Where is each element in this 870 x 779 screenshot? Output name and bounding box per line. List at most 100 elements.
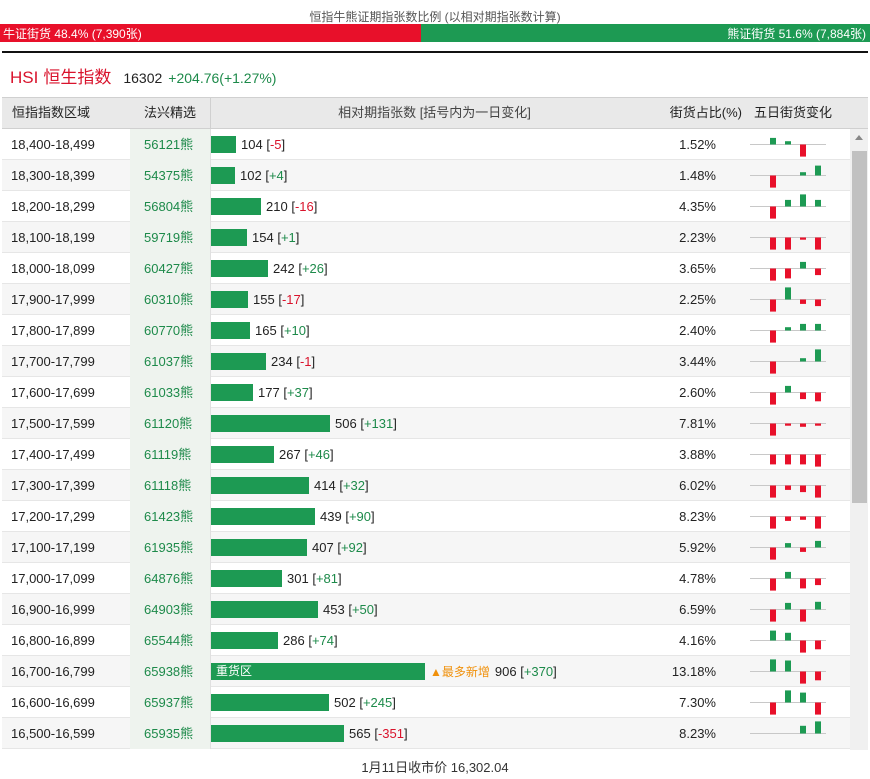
range-cell: 16,600-16,699 [11, 695, 95, 710]
table-row[interactable]: 17,800-17,899 60770熊 165 [+10] 2.40% [2, 315, 850, 346]
table-row[interactable]: 18,100-18,199 59719熊 154 [+1] 2.23% [2, 222, 850, 253]
table-row[interactable]: 17,600-17,699 61033熊 177 [+37] 2.60% [2, 377, 850, 408]
table-row[interactable]: 16,700-16,799 65938熊 重货区 ▲最多新增 906 [+370] 13.… [2, 656, 850, 687]
warrant-link[interactable]: 61120熊 [144, 416, 193, 431]
index-name[interactable]: 恒生指数 [43, 68, 112, 87]
warrant-link[interactable]: 56804熊 [144, 199, 194, 214]
warrant-link[interactable]: 60310熊 [144, 292, 194, 307]
table-row[interactable]: 18,000-18,099 60427熊 242 [+26] 3.65% [2, 253, 850, 284]
volume-bar [211, 384, 253, 401]
volume-number: 286 [283, 633, 305, 648]
share-pct: 3.88% [679, 447, 716, 462]
daily-change: +46 [307, 447, 330, 462]
volume-number: 453 [323, 602, 345, 617]
five-day-bar [815, 702, 821, 715]
table-row[interactable]: 16,800-16,899 65544熊 286 [+74] 4.16% [2, 625, 850, 656]
header-bars: 相对期指张数 [括号内为一日变化] [210, 98, 658, 128]
warrant-link[interactable]: 59719熊 [144, 230, 194, 245]
five-day-bar [770, 578, 776, 591]
warrant-link[interactable]: 64903熊 [144, 602, 194, 617]
five-day-bar [785, 571, 791, 579]
pick-cell: 65544熊 [130, 625, 211, 656]
five-day-bar [770, 423, 776, 436]
pick-cell: 61118熊 [130, 470, 211, 501]
five-day-bar [785, 237, 791, 250]
index-code[interactable]: HSI [10, 68, 39, 87]
volume-number: 906 [494, 664, 517, 679]
table-row[interactable]: 17,900-17,999 60310熊 155 [-17] 2.25% [2, 284, 850, 315]
warrant-link[interactable]: 65544熊 [144, 633, 194, 648]
five-day-chart [750, 516, 826, 529]
range-cell: 18,100-18,199 [11, 230, 95, 245]
volume-number: 102 [240, 168, 262, 183]
daily-change: +90 [348, 509, 371, 524]
table-row[interactable]: 16,500-16,599 65935熊 565 [-351] 8.23% [2, 718, 850, 749]
five-day-chart [750, 349, 826, 374]
table-row[interactable]: 16,900-16,999 64903熊 453 [+50] 6.59% [2, 594, 850, 625]
table-row[interactable]: 18,400-18,499 56121熊 104 [-5] 1.52% [2, 129, 850, 160]
five-day-bar [815, 601, 821, 610]
warrant-link[interactable]: 64876熊 [144, 571, 194, 586]
table-row[interactable]: 17,000-17,099 64876熊 301 [+81] 4.78% [2, 563, 850, 594]
warrant-link[interactable]: 60770熊 [144, 323, 194, 338]
warrant-link[interactable]: 61118熊 [144, 478, 192, 493]
range-cell: 16,800-16,899 [11, 633, 95, 648]
scroll-thumb[interactable] [852, 151, 867, 503]
table-row[interactable]: 17,700-17,799 61037熊 234 [-1] 3.44% [2, 346, 850, 377]
table-row[interactable]: 18,200-18,299 56804熊 210 [-16] 4.35% [2, 191, 850, 222]
table-row[interactable]: 17,300-17,399 61118熊 414 [+32] 6.02% [2, 470, 850, 501]
warrant-link[interactable]: 61119熊 [144, 447, 192, 462]
warrant-link[interactable]: 65935熊 [144, 726, 194, 741]
five-day-bar [800, 454, 806, 465]
most-added-tag: ▲最多新增 [430, 665, 490, 679]
volume-number: 155 [253, 292, 275, 307]
volume-value: 407 [+92] [312, 540, 367, 555]
table-row[interactable]: 17,500-17,599 61120熊 506 [+131] 7.81% [2, 408, 850, 439]
volume-value: ▲最多新增 906 [+370] [430, 664, 557, 679]
volume-bar [211, 601, 318, 618]
share-pct: 2.40% [679, 323, 716, 338]
warrant-link[interactable]: 65937熊 [144, 695, 194, 710]
table-row[interactable]: 17,200-17,299 61423熊 439 [+90] 8.23% [2, 501, 850, 532]
scrollbar[interactable] [850, 129, 868, 750]
five-day-bar [815, 349, 821, 362]
daily-change: +37 [286, 385, 309, 400]
warrant-link[interactable]: 60427熊 [144, 261, 194, 276]
bull-bear-ratio-bar: 牛证街货 48.4% (7,390张) 熊证街货 51.6% (7,884张) [0, 24, 870, 42]
table-row[interactable]: 16,600-16,699 65937熊 502 [+245] 7.30% [2, 687, 850, 718]
pick-cell: 61033熊 [130, 377, 211, 408]
volume-bar [211, 260, 268, 277]
volume-number: 154 [252, 230, 274, 245]
warrant-link[interactable]: 61423熊 [144, 509, 194, 524]
five-day-chart [750, 165, 826, 188]
volume-number: 506 [335, 416, 357, 431]
volume-value: 267 [+46] [279, 447, 334, 462]
volume-number: 104 [241, 137, 263, 152]
warrant-link[interactable]: 61037熊 [144, 354, 194, 369]
volume-value: 565 [-351] [349, 726, 408, 741]
table-row[interactable]: 17,100-17,199 61935熊 407 [+92] 5.92% [2, 532, 850, 563]
five-day-bar [770, 268, 776, 281]
five-day-bar [785, 423, 791, 426]
warrant-link[interactable]: 61935熊 [144, 540, 194, 555]
warrant-link[interactable]: 61033熊 [144, 385, 194, 400]
five-day-bar [770, 516, 776, 529]
volume-value: 234 [-1] [271, 354, 316, 369]
pick-cell: 65938熊 [130, 656, 211, 687]
five-day-bar [800, 261, 806, 269]
range-cell: 17,500-17,599 [11, 416, 95, 431]
scroll-up-arrow-icon[interactable] [855, 135, 863, 140]
five-day-bar [800, 516, 806, 520]
daily-change: +10 [283, 323, 306, 338]
table-body[interactable]: 18,400-18,499 56121熊 104 [-5] 1.52% 18,300-1… [2, 129, 850, 750]
index-price: 16302 [123, 70, 163, 86]
share-pct: 4.16% [679, 633, 716, 648]
table-row[interactable]: 17,400-17,499 61119熊 267 [+46] 3.88% [2, 439, 850, 470]
five-day-bar [800, 423, 806, 427]
volume-bar [211, 415, 330, 432]
table-row[interactable]: 18,300-18,399 54375熊 102 [+4] 1.48% [2, 160, 850, 191]
five-day-bar [815, 423, 821, 426]
warrant-link[interactable]: 56121熊 [144, 137, 194, 152]
warrant-link[interactable]: 54375熊 [144, 168, 194, 183]
warrant-link[interactable]: 65938熊 [144, 664, 194, 679]
